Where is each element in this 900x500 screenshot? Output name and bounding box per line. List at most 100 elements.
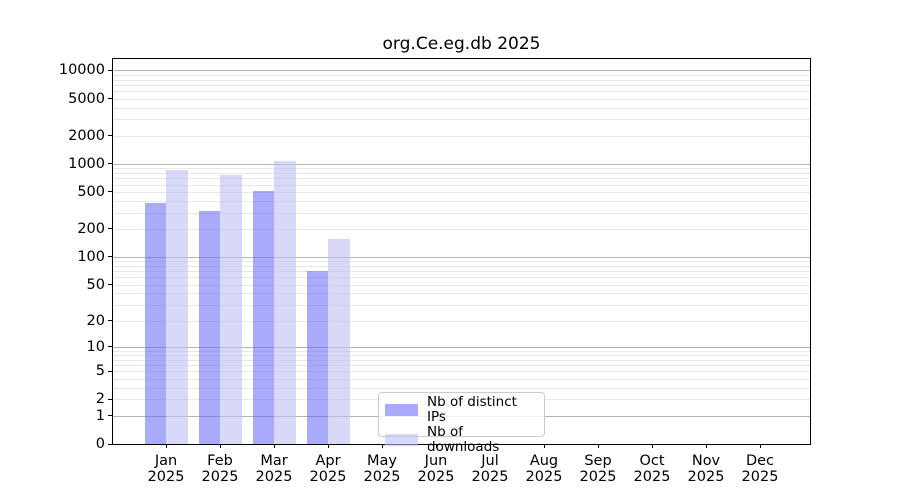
x-tick	[328, 444, 329, 448]
legend-item-downloads: Nb of downloads	[385, 425, 538, 455]
x-tick	[706, 444, 707, 448]
x-tick-label: Sep 2025	[579, 453, 617, 485]
gridline-minor	[113, 354, 810, 356]
gridline-minor	[113, 304, 810, 306]
gridline-minor	[113, 135, 810, 137]
y-tick	[108, 346, 112, 348]
x-tick	[544, 444, 545, 448]
y-tick-label: 100	[77, 248, 105, 265]
x-tick	[220, 444, 221, 448]
y-tick-label: 20	[86, 312, 105, 329]
x-tick-label: Apr 2025	[309, 453, 347, 485]
gridline-major	[113, 70, 810, 72]
x-tick	[166, 444, 167, 448]
gridline-major	[113, 163, 810, 165]
legend-label-downloads: Nb of downloads	[427, 424, 500, 455]
y-tick	[108, 370, 112, 372]
gridline-minor	[113, 265, 810, 267]
x-tick-label: Mar 2025	[255, 453, 293, 485]
x-tick	[760, 444, 761, 448]
x-tick	[382, 444, 383, 448]
bar-distinct-ips-apr	[306, 271, 328, 444]
y-tick-label: 2	[95, 391, 105, 408]
y-tick	[108, 284, 112, 285]
y-tick-label: 1	[95, 407, 105, 424]
y-tick	[108, 228, 112, 230]
gridline-major	[113, 346, 810, 348]
bar-downloads-apr	[328, 239, 350, 444]
x-tick-label: Oct 2025	[633, 453, 671, 485]
x-tick-label: May 2025	[363, 453, 401, 485]
y-tick-label: 50	[86, 276, 105, 293]
y-tick	[108, 256, 112, 258]
gridline-minor	[113, 271, 810, 273]
x-tick-label: Feb 2025	[201, 453, 239, 485]
legend-item-distinct-ips: Nb of distinct IPs	[385, 395, 538, 425]
x-tick-label: Jun 2025	[417, 453, 455, 485]
gridline-minor	[113, 378, 810, 380]
gridline-minor	[113, 261, 810, 262]
y-tick	[108, 163, 112, 165]
x-tick-label: Jul 2025	[471, 453, 509, 485]
gridline-minor	[113, 184, 810, 186]
gridline-minor	[113, 91, 810, 93]
gridline-minor	[113, 359, 810, 361]
y-tick-label: 500	[77, 183, 105, 200]
bar-downloads-feb	[220, 174, 242, 444]
gridline-minor	[113, 172, 810, 174]
gridline-minor	[113, 365, 810, 367]
gridline-minor	[113, 293, 810, 295]
gridline-minor	[113, 200, 810, 202]
y-tick	[108, 69, 112, 71]
y-tick-label: 10	[86, 338, 105, 355]
gridline-minor	[113, 387, 810, 389]
legend-swatch-downloads-icon	[385, 434, 418, 446]
gridline-minor	[113, 277, 810, 279]
y-tick-label: 1000	[68, 155, 105, 172]
gridline-minor	[113, 212, 810, 214]
gridline-minor	[113, 371, 810, 373]
y-tick-label: 2000	[68, 127, 105, 144]
y-tick	[108, 398, 112, 400]
gridline-major	[113, 256, 810, 258]
x-tick	[436, 444, 437, 448]
x-tick-label: Aug 2025	[525, 453, 563, 485]
y-tick	[108, 191, 112, 193]
y-tick-label: 0	[95, 436, 105, 452]
chart-title: org.Ce.eg.db 2025	[382, 34, 541, 54]
gridline-minor	[113, 320, 810, 322]
y-tick-label: 5	[95, 363, 105, 380]
y-tick	[108, 135, 112, 137]
x-tick-label: Jan 2025	[147, 453, 185, 485]
gridline-minor	[113, 284, 810, 286]
bar-distinct-ips-mar	[252, 191, 274, 444]
x-tick-label: Nov 2025	[687, 453, 725, 485]
y-tick-label: 200	[77, 220, 105, 237]
bar-downloads-mar	[274, 160, 296, 444]
legend: Nb of distinct IPs Nb of downloads	[378, 392, 545, 455]
bar-downloads-jan	[166, 170, 188, 444]
gridline-minor	[113, 119, 810, 121]
bar-distinct-ips-jan	[144, 203, 166, 444]
y-tick	[108, 320, 112, 321]
y-tick	[108, 98, 112, 99]
gridline-minor	[113, 84, 810, 86]
y-tick-label: 10000	[58, 62, 105, 79]
legend-label-distinct-ips: Nb of distinct IPs	[427, 394, 517, 425]
gridline-minor	[113, 228, 810, 230]
x-tick	[490, 444, 491, 448]
x-tick	[652, 444, 653, 448]
x-tick-label: Dec 2025	[741, 453, 779, 485]
bar-distinct-ips-feb	[198, 210, 220, 444]
gridline-minor	[113, 74, 810, 76]
gridline-minor	[113, 168, 810, 169]
y-tick	[108, 443, 112, 445]
legend-swatch-distinct-ips-icon	[385, 404, 418, 416]
gridline-minor	[113, 191, 810, 193]
x-tick	[598, 444, 599, 448]
x-tick	[274, 444, 275, 448]
gridline-minor	[113, 107, 810, 109]
gridline-minor	[113, 178, 810, 180]
